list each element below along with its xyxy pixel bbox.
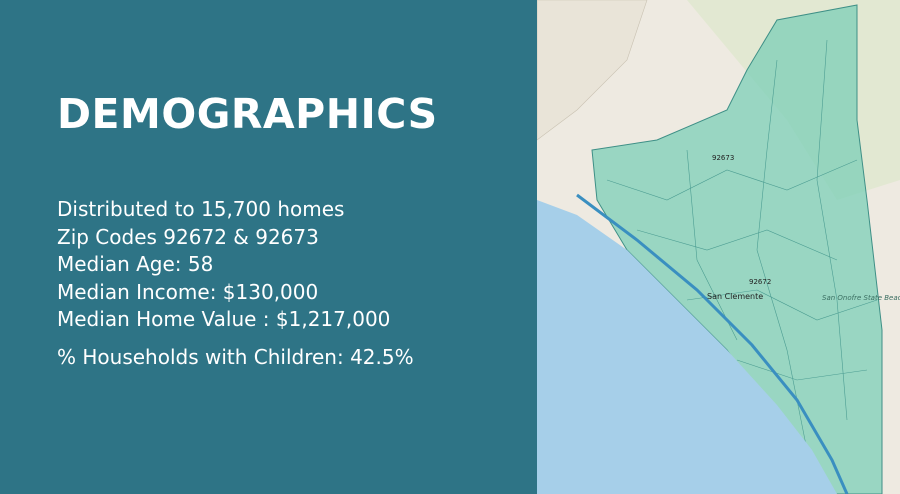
map-label: San Clemente [707, 292, 763, 301]
stat-line: Median Age: 58 [57, 252, 214, 276]
stat-line: % Households with Children: 42.5% [57, 345, 414, 369]
stat-line: Distributed to 15,700 homes [57, 197, 345, 221]
stat-line: Zip Codes 92672 & 92673 [57, 225, 319, 249]
ocean [537, 200, 837, 494]
map-label: 92673 [712, 154, 734, 162]
title: DEMOGRAPHICS [57, 90, 438, 138]
stat-line: Median Income: $130,000 [57, 280, 319, 304]
urban-area [537, 0, 648, 141]
map: 92673 92672 San Clemente San Onofre Stat… [537, 0, 900, 494]
text-panel: DEMOGRAPHICS Distributed to 15,700 homes… [0, 0, 537, 494]
freeway [576, 193, 849, 494]
stat-line: Median Home Value : $1,217,000 [57, 307, 391, 331]
map-label: San Onofre State Beach [822, 294, 900, 302]
route-boundaries [606, 39, 878, 451]
map-label: 92672 [749, 278, 771, 286]
